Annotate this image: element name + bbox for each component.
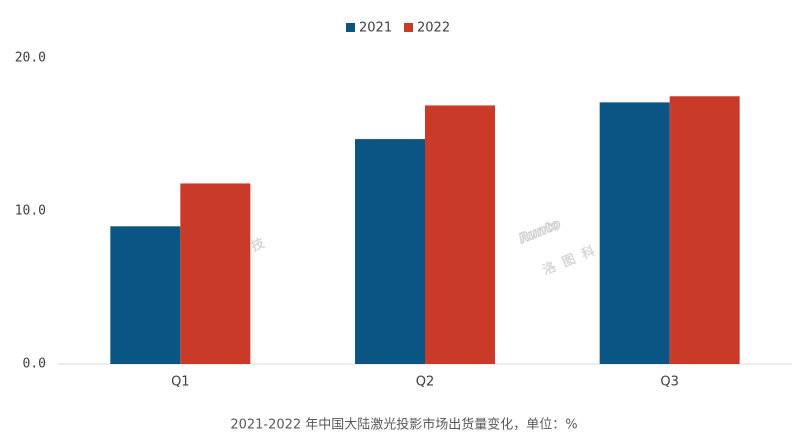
x-tick-label: Q3 xyxy=(660,375,679,390)
y-tick-label: 10.0 xyxy=(15,204,46,219)
x-tick-label: Q1 xyxy=(171,375,190,390)
bar xyxy=(110,226,181,364)
caption: 2021-2022 年中国大陆激光投影市场出货量变化，单位：% xyxy=(230,417,577,433)
x-tick-label: Q2 xyxy=(416,375,435,390)
bar xyxy=(425,105,495,365)
bar xyxy=(669,96,740,364)
bar xyxy=(599,102,670,365)
legend-label: 2021 xyxy=(359,21,392,36)
bar xyxy=(355,139,425,364)
legend-label: 2022 xyxy=(417,21,450,36)
y-tick-label: 20.0 xyxy=(15,51,46,66)
y-tick-label: 0.0 xyxy=(23,357,46,372)
bar xyxy=(180,183,251,364)
legend-swatch xyxy=(346,23,355,32)
watermark-brand: Runto xyxy=(517,217,563,247)
legend-swatch xyxy=(404,23,413,32)
